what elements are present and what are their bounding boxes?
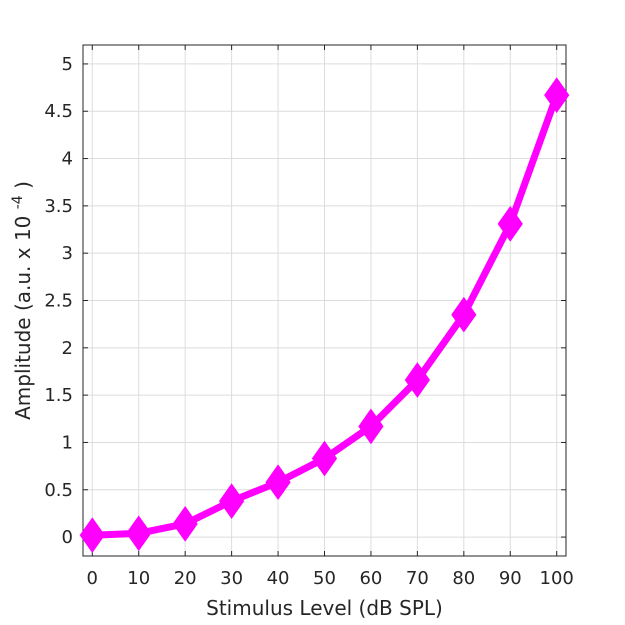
y-axis-label-exponent: -4 bbox=[10, 195, 26, 209]
data-point-marker bbox=[311, 440, 338, 477]
series-layer bbox=[79, 77, 570, 554]
data-point-marker bbox=[358, 408, 384, 445]
data-point-marker bbox=[172, 505, 198, 542]
x-tick-label: 20 bbox=[174, 568, 197, 589]
data-point-marker bbox=[79, 517, 105, 554]
y-tick-label: 5 bbox=[62, 54, 73, 75]
data-point-marker bbox=[451, 296, 477, 333]
y-tick-label: 3.5 bbox=[44, 196, 73, 217]
y-tick-label: 2 bbox=[62, 338, 73, 359]
x-axis-ticks: 0 10 20 30 40 50 60 70 80 90 100 bbox=[87, 45, 574, 589]
x-tick-label: 80 bbox=[452, 568, 475, 589]
y-axis-label-suffix: ) bbox=[11, 181, 35, 189]
x-tick-label: 50 bbox=[313, 568, 336, 589]
data-point-marker bbox=[219, 483, 245, 519]
data-point-marker bbox=[497, 205, 523, 242]
x-tick-label: 30 bbox=[220, 568, 243, 589]
y-tick-label: 0.5 bbox=[44, 480, 73, 501]
y-tick-label: 1 bbox=[62, 432, 73, 453]
data-point-marker bbox=[404, 362, 430, 398]
data-point-marker bbox=[544, 77, 570, 114]
y-axis-ticks: 0 0.5 1 1.5 2 2.5 3 3.5 4 4.5 5 bbox=[44, 54, 566, 548]
y-tick-label: 4 bbox=[62, 149, 73, 170]
y-tick-label: 2.5 bbox=[44, 291, 73, 312]
y-tick-label: 0 bbox=[62, 527, 73, 548]
y-tick-label: 3 bbox=[62, 243, 73, 264]
y-tick-label: 4.5 bbox=[44, 101, 73, 122]
data-point-marker bbox=[265, 464, 291, 501]
x-axis-label: Stimulus Level (dB SPL) bbox=[206, 596, 443, 620]
x-tick-label: 60 bbox=[359, 568, 382, 589]
grid bbox=[83, 45, 566, 556]
x-tick-label: 70 bbox=[406, 568, 429, 589]
y-axis-label: Amplitude (a.u. x 10 -4 ) bbox=[3, 181, 35, 420]
x-tick-label: 100 bbox=[540, 568, 574, 589]
x-tick-label: 10 bbox=[127, 568, 150, 589]
data-point-marker bbox=[126, 515, 152, 552]
x-tick-label: 90 bbox=[499, 568, 522, 589]
x-tick-label: 0 bbox=[87, 568, 98, 589]
y-axis-label-prefix: Amplitude (a.u. x 10 bbox=[11, 216, 35, 420]
y-tick-label: 1.5 bbox=[44, 385, 73, 406]
x-tick-label: 40 bbox=[267, 568, 290, 589]
